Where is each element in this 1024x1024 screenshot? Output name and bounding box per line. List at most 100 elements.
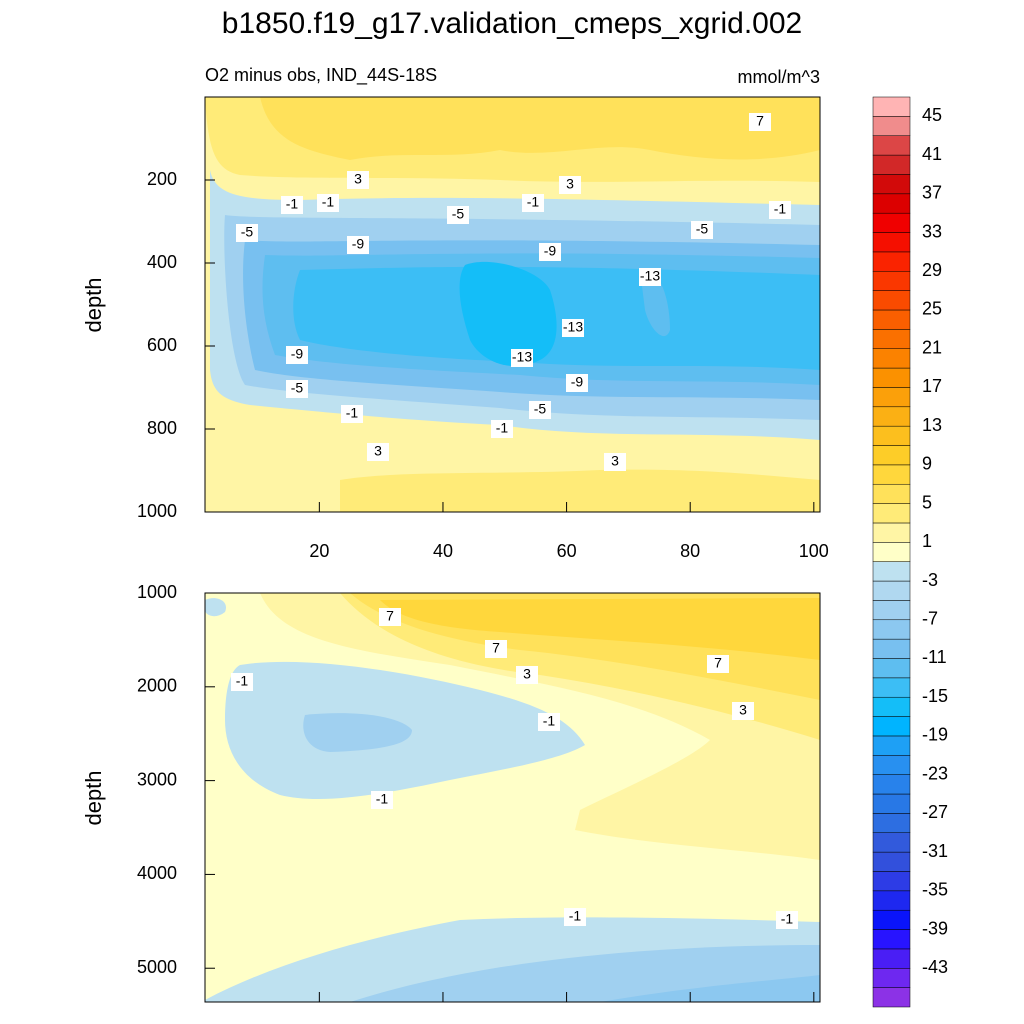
colorbar-box [872,542,911,562]
contour-label-box [231,673,253,691]
colorbar-box [872,135,911,156]
colorbar-box [872,212,911,233]
colorbar-label: -39 [922,918,948,938]
colorbar-label: 21 [922,337,942,357]
contour-label: -13 [640,268,660,284]
colorbar-label: 45 [922,105,942,125]
units: mmol/m^3 [738,67,820,87]
contour-label-box [538,713,560,731]
contour-label: 3 [523,666,531,682]
colorbar-box [872,367,911,388]
contour-label-box [529,401,551,419]
y-tick-label: 200 [147,169,177,189]
colorbar-label: 29 [922,260,942,280]
contour-label: -1 [569,908,582,924]
colorbar-box [872,464,911,485]
contour-label: -1 [236,673,249,689]
colorbar-label: -23 [922,763,948,783]
colorbar-label: -3 [922,570,938,590]
plot-frame [204,592,821,1003]
colorbar-box [872,677,911,698]
colorbar-box [872,290,911,311]
contour-label-box [769,201,791,219]
contour-label: -1 [543,713,556,729]
colorbar-box [872,987,911,1008]
colorbar-box [872,271,911,291]
contour-label-box [379,608,401,626]
colorbar-label: -19 [922,725,948,745]
colorbar-box [872,348,911,369]
colorbar-box [872,96,911,117]
colorbar-box [872,968,911,988]
colorbar-box [872,561,911,582]
contour-label-box [286,380,308,398]
plot-frame [204,96,821,513]
contour-label-box [485,640,507,658]
colorbar-box [872,445,911,466]
colorbar-label: 9 [922,454,932,474]
y-tick-label: 1000 [137,582,177,602]
contour-label: -5 [534,401,547,417]
contour-fill [205,97,820,512]
contour-label: -1 [527,194,540,210]
colorbar-box [872,309,911,330]
contour-label: -1 [322,194,335,210]
colorbar-box [872,735,911,756]
contour-label: 7 [386,608,394,624]
contour-label: -13 [563,319,583,335]
contour-label-box [691,221,713,239]
colorbar-box [872,716,911,737]
colorbar-label: 1 [922,531,932,551]
contour-label: -9 [544,243,557,259]
contour-label-box [341,405,363,423]
y-tick-label: 4000 [137,863,177,883]
contour-label: -9 [291,346,304,362]
contour-label-box [347,236,369,254]
contour-label: 3 [611,453,619,469]
contour-fill [205,593,820,1002]
colorbar-box [872,251,911,272]
colorbar-label: 25 [922,299,942,319]
colorbar-label: 37 [922,183,942,203]
colorbar-box [872,813,911,833]
contour-label: 3 [566,176,574,192]
colorbar-label: 17 [922,376,942,396]
colorbar-label: -15 [922,686,948,706]
contour-label-box [732,702,754,720]
contour-label: -1 [774,201,787,217]
colorbar-box [872,832,911,853]
colorbar-box [872,619,911,640]
colorbar-label: -35 [922,880,948,900]
contour-label-box [236,224,258,242]
colorbar-label: -31 [922,841,948,861]
colorbar-label: 13 [922,415,942,435]
contour-label-box [511,349,533,367]
contour-label-box [639,268,661,286]
colorbar-label: -43 [922,957,948,977]
colorbar-label: -7 [922,609,938,629]
colorbar-label: -27 [922,802,948,822]
contour-label: 3 [739,702,747,718]
contour-label-box [564,908,586,926]
y-tick-label: 1000 [137,501,177,521]
colorbar-label: 33 [922,221,942,241]
x-tick-label: 40 [433,541,453,561]
contour-label: 7 [714,655,722,671]
colorbar-box [872,929,911,950]
y-axis-title: depth [81,770,106,825]
colorbar-box [872,154,911,175]
colorbar-box [872,503,911,524]
x-tick-label: 60 [557,541,577,561]
contour-label: -13 [512,349,532,365]
colorbar-box [872,483,911,504]
colorbar-label: -11 [922,647,947,667]
chart-title: b1850.f19_g17.validation_cmeps_xgrid.002 [222,7,802,40]
colorbar-box [872,755,911,775]
contour-label: 3 [354,171,362,187]
contour-label: -5 [452,206,465,222]
contour-label: -9 [352,236,365,252]
colorbar-label: 41 [922,144,942,164]
colorbar-box [872,232,911,253]
contour-label: -5 [696,221,709,237]
